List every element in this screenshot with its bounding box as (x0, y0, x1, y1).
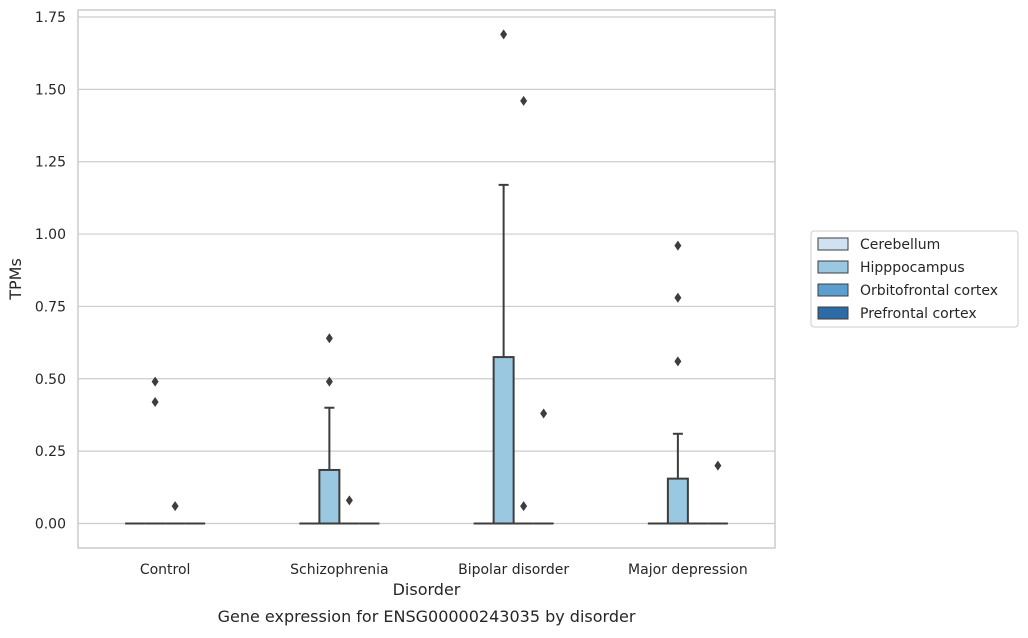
box-1-3 (666, 432, 689, 525)
outlier-point (674, 240, 682, 251)
legend-label: Hipppocampus (860, 260, 965, 276)
y-tick-label: 0.75 (35, 299, 66, 315)
outlier-point (151, 376, 159, 387)
legend-swatch (817, 306, 849, 320)
x-axis-label: Disorder (393, 580, 461, 599)
x-tick-label: Schizophrenia (290, 562, 388, 578)
outlier-point (520, 95, 528, 106)
y-tick-label: 0.25 (35, 444, 66, 460)
box-layer (125, 183, 728, 525)
outlier-point (674, 292, 682, 303)
plot-frame (77, 9, 776, 549)
outlier-point (540, 408, 548, 419)
outlier-point (325, 333, 333, 344)
iqr-box (492, 356, 515, 525)
legend: Cerebellum Hipppocampus Orbitofrontal cort… (810, 230, 1019, 328)
iqr-box (666, 477, 689, 525)
x-tick-label: Bipolar disorder (458, 562, 569, 578)
box-1-2 (492, 183, 515, 525)
legend-label: Cerebellum (860, 237, 940, 253)
outlier-point (325, 376, 333, 387)
grid-layer (78, 16, 775, 525)
y-tick-label: 1.75 (35, 10, 66, 26)
flier-layer (151, 29, 722, 512)
y-tick-label: 0.00 (35, 517, 66, 533)
chart-caption: Gene expression for ENSG00000243035 by d… (218, 607, 636, 626)
y-tick-label: 1.50 (35, 82, 66, 98)
y-axis-label: TPMs (6, 258, 25, 301)
y-tick-label: 1.00 (35, 227, 66, 243)
legend-swatch (817, 237, 849, 251)
outlier-point (520, 501, 528, 512)
outlier-point (500, 29, 508, 40)
legend-swatch (817, 283, 849, 297)
y-tick-label: 1.25 (35, 155, 66, 171)
iqr-box (318, 468, 341, 525)
x-tick-label: Major depression (628, 562, 748, 578)
y-axis-ticks: 0.00 0.25 0.50 0.75 1.00 1.25 1.50 1.75 (35, 10, 66, 533)
legend-swatch (817, 260, 849, 274)
legend-label: Orbitofrontal cortex (860, 283, 998, 299)
y-tick-label: 0.50 (35, 372, 66, 388)
box-1-1 (318, 406, 341, 525)
outlier-point (171, 501, 179, 512)
outlier-point (714, 460, 722, 471)
x-axis-ticks: Control Schizophrenia Bipolar disorder Majo… (140, 562, 748, 578)
outlier-point (345, 495, 353, 506)
legend-label: Prefrontal cortex (860, 306, 977, 322)
outlier-point (151, 396, 159, 407)
outlier-point (674, 356, 682, 367)
legend-frame (810, 230, 1019, 328)
x-tick-label: Control (140, 562, 191, 578)
